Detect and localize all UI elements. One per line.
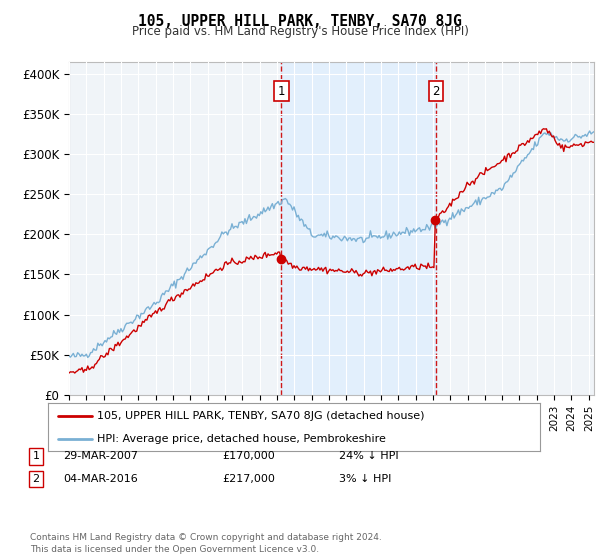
Text: HPI: Average price, detached house, Pembrokeshire: HPI: Average price, detached house, Pemb… <box>97 434 386 444</box>
Text: 105, UPPER HILL PARK, TENBY, SA70 8JG (detached house): 105, UPPER HILL PARK, TENBY, SA70 8JG (d… <box>97 411 425 421</box>
Text: 24% ↓ HPI: 24% ↓ HPI <box>339 451 398 461</box>
Text: 1: 1 <box>32 451 40 461</box>
Bar <box>281 62 436 395</box>
Text: 2: 2 <box>32 474 40 484</box>
Text: £170,000: £170,000 <box>222 451 275 461</box>
Text: 04-MAR-2016: 04-MAR-2016 <box>63 474 138 484</box>
Text: Contains HM Land Registry data © Crown copyright and database right 2024.
This d: Contains HM Land Registry data © Crown c… <box>30 533 382 554</box>
Text: Price paid vs. HM Land Registry's House Price Index (HPI): Price paid vs. HM Land Registry's House … <box>131 25 469 38</box>
Text: 2: 2 <box>432 85 440 98</box>
Text: £217,000: £217,000 <box>222 474 275 484</box>
Text: 29-MAR-2007: 29-MAR-2007 <box>63 451 138 461</box>
Text: 105, UPPER HILL PARK, TENBY, SA70 8JG: 105, UPPER HILL PARK, TENBY, SA70 8JG <box>138 14 462 29</box>
Text: 3% ↓ HPI: 3% ↓ HPI <box>339 474 391 484</box>
Text: 1: 1 <box>278 85 285 98</box>
